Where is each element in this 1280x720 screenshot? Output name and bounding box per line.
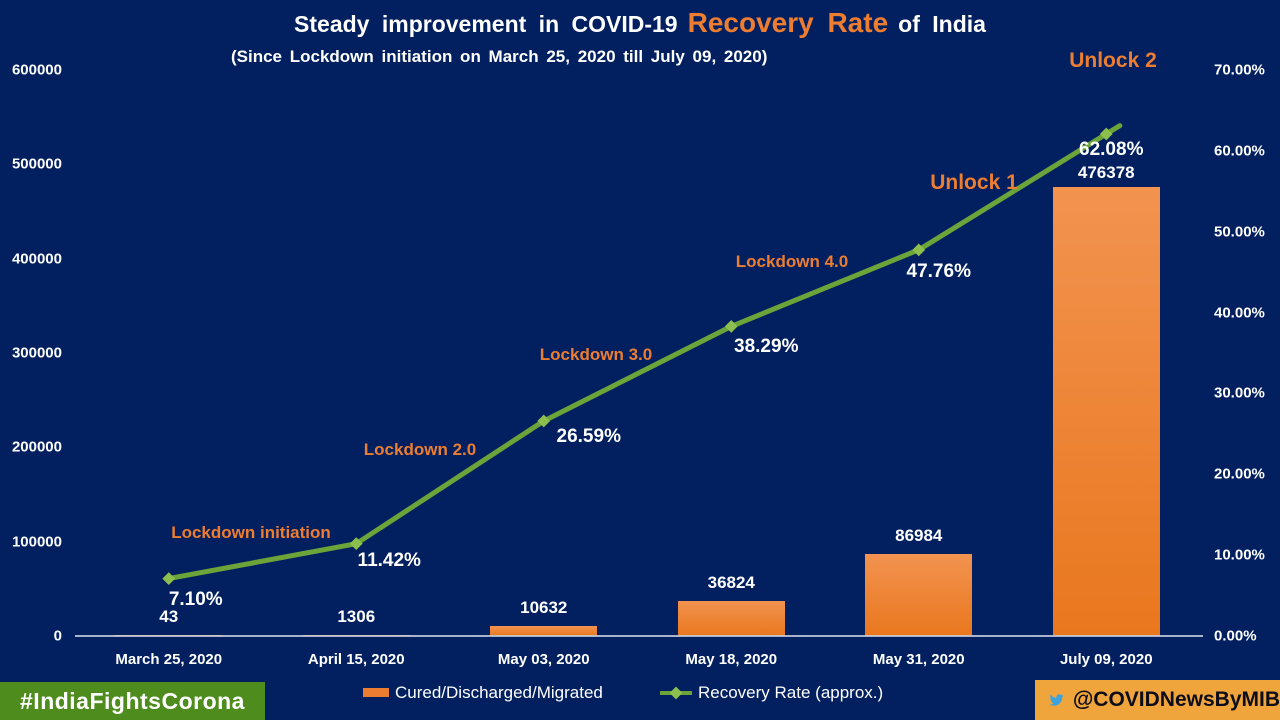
line-legend-label: Recovery Rate (approx.) bbox=[698, 682, 884, 702]
title-highlight: Recovery Rate bbox=[687, 7, 889, 38]
line-legend-swatch bbox=[660, 686, 692, 699]
x-axis-line bbox=[75, 635, 1203, 637]
twitter-handle: @COVIDNewsByMIB bbox=[1072, 688, 1280, 711]
title-suffix: of India bbox=[898, 11, 986, 37]
recovery-rate-polyline bbox=[166, 123, 1123, 582]
bar-legend-swatch bbox=[363, 688, 389, 697]
hashtag-label: #IndiaFightsCorona bbox=[20, 687, 245, 714]
line-marker-icon bbox=[669, 686, 683, 699]
title-prefix: Steady improvement in COVID-19 bbox=[294, 11, 678, 37]
bar-legend-label: Cured/Discharged/Migrated bbox=[395, 682, 603, 702]
twitter-badge: @COVIDNewsByMIB bbox=[1035, 680, 1280, 720]
chart-title: Steady improvement in COVID-19 Recovery R… bbox=[0, 4, 1280, 43]
legend-item-bars: Cured/Discharged/Migrated bbox=[363, 680, 603, 705]
hashtag-badge: #IndiaFightsCorona bbox=[0, 682, 265, 720]
line-marker bbox=[162, 572, 176, 585]
chart-subtitle: (Since Lockdown initiation on March 25, … bbox=[231, 47, 768, 66]
twitter-bird-icon bbox=[1049, 694, 1064, 706]
legend-item-line: Recovery Rate (approx.) bbox=[660, 680, 883, 705]
